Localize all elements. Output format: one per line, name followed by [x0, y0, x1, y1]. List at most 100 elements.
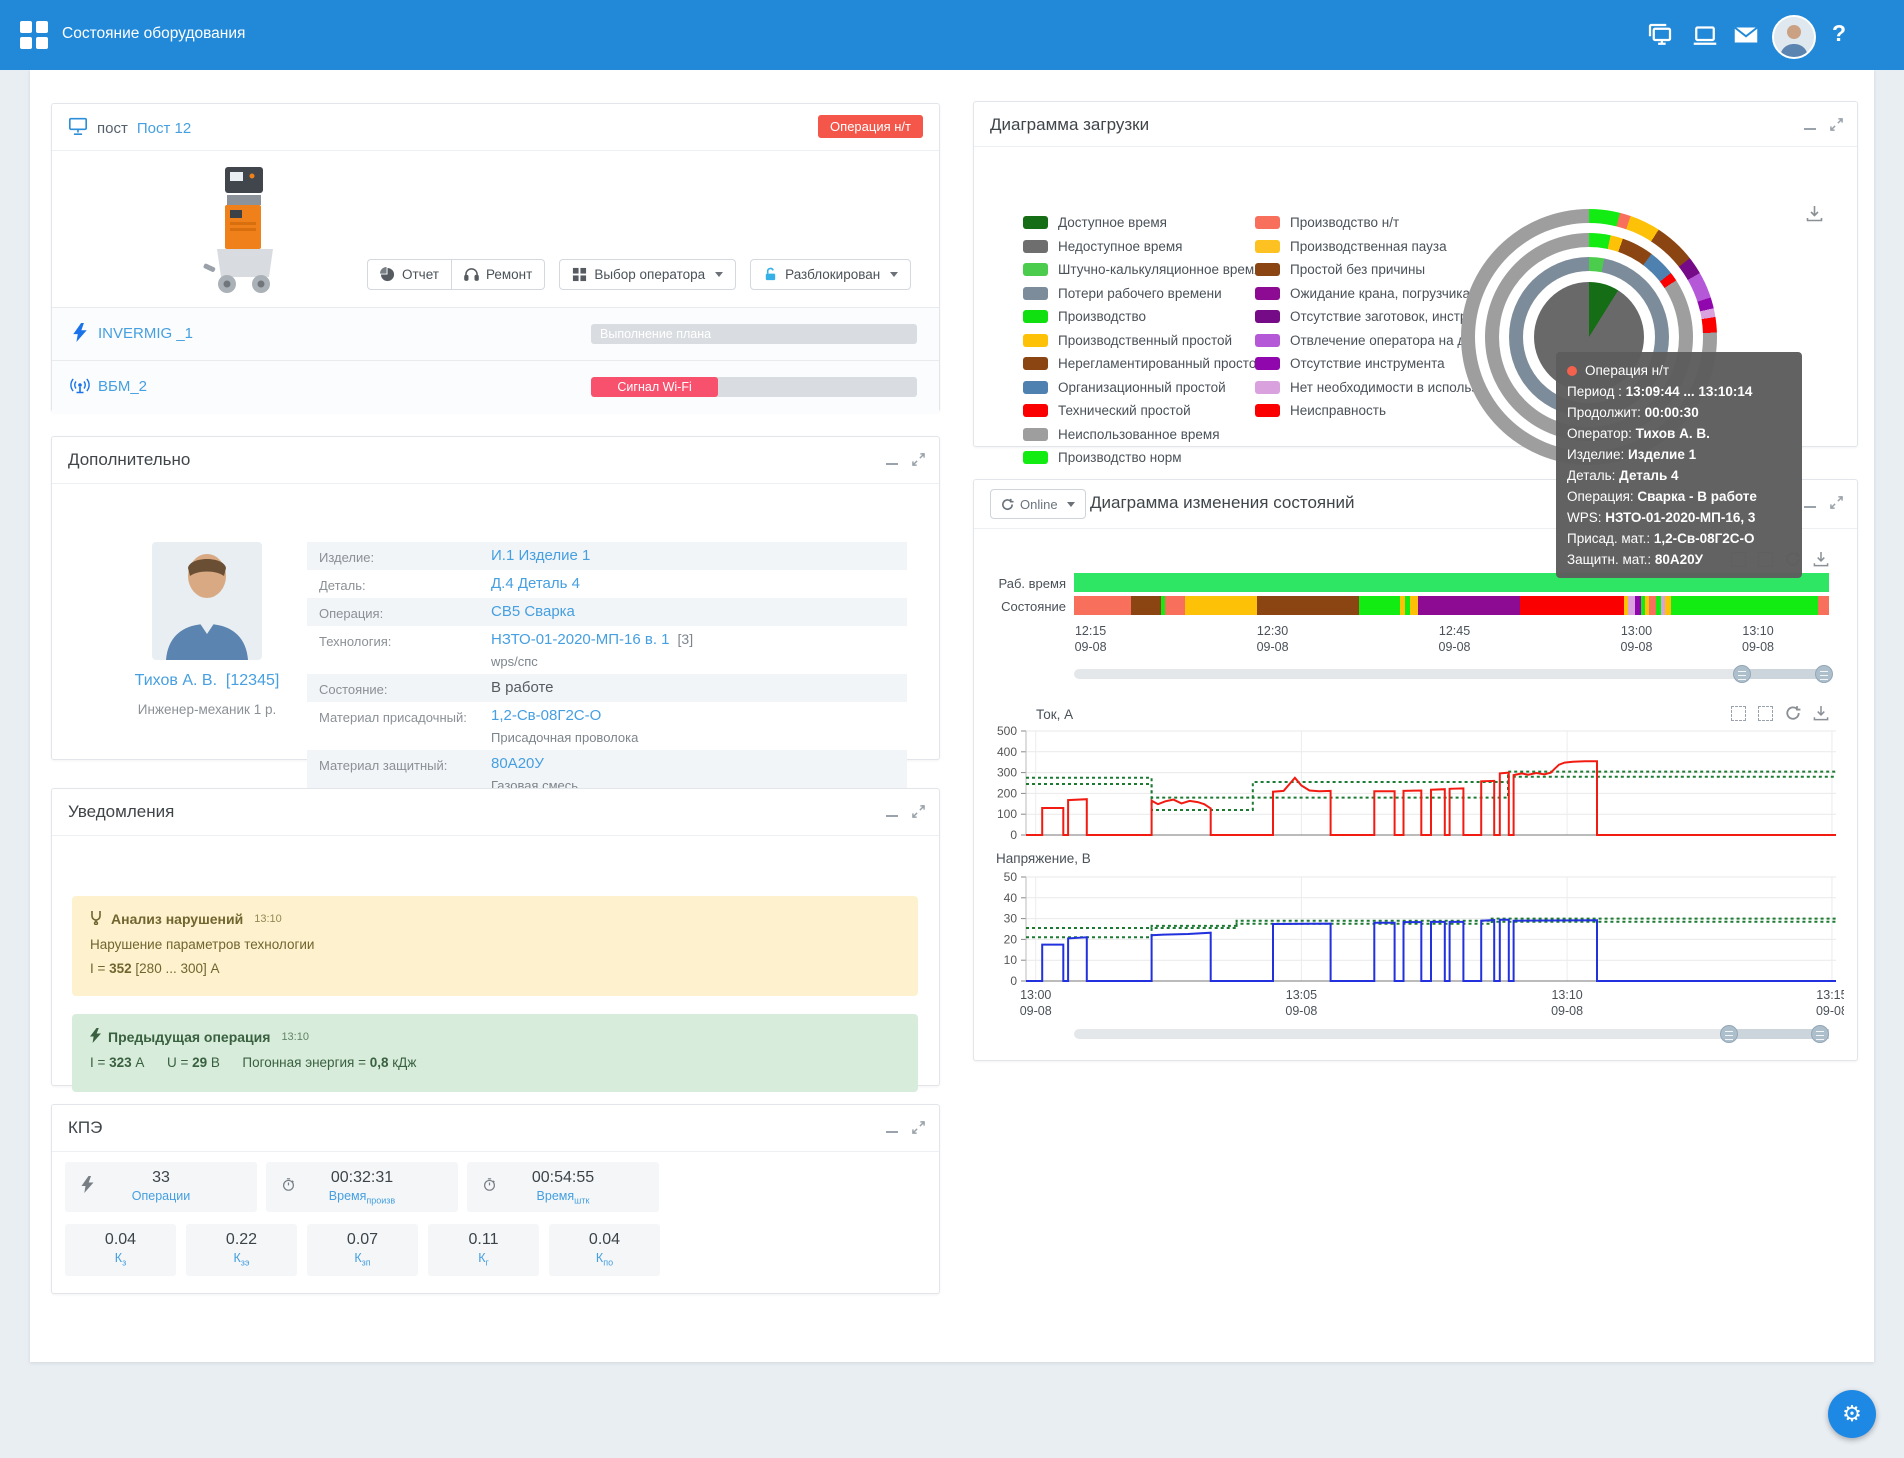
legend-label: Отсутствие заготовок, инструмента [1290, 309, 1512, 325]
kpi-tile[interactable]: 0.04 Кз [65, 1224, 176, 1276]
detail-link[interactable]: 80А20У [491, 755, 544, 772]
button-разблокирован[interactable]: Разблокирован [750, 259, 912, 290]
device-progress-bar: Сигнал Wi-Fi [591, 377, 917, 397]
legend-item: Неиспользованное время [1023, 423, 1264, 447]
kpi-tile[interactable]: 0.07 Кзп [307, 1224, 418, 1276]
legend-item: Производство норм [1023, 446, 1264, 470]
state-segment [1400, 596, 1406, 615]
state-bar[interactable] [1074, 596, 1829, 615]
svg-text:40: 40 [1004, 891, 1018, 905]
svg-text:30: 30 [1004, 912, 1018, 926]
minimize-icon[interactable] [886, 1131, 898, 1133]
expand-icon[interactable] [912, 1119, 925, 1139]
apps-menu-icon[interactable] [20, 21, 48, 49]
detail-value: И.1 Изделие 1 [491, 547, 895, 565]
detail-label: Технология: [319, 634, 392, 649]
kpi-tile[interactable]: 0.04 Кпо [549, 1224, 660, 1276]
legend-item: Штучно-калькуляционное время [1023, 258, 1264, 282]
zoom-select-icon[interactable] [1731, 705, 1746, 721]
mail-icon[interactable] [1731, 20, 1761, 50]
svg-text:13:05: 13:05 [1286, 988, 1317, 1002]
detail-link[interactable]: И.1 Изделие 1 [491, 547, 591, 564]
alert-success[interactable]: Предыдущая операция 13:10 I = 323 А U = … [72, 1014, 918, 1092]
detail-link[interactable]: НЗТО-01-2020-МП-16 в. 1 [491, 631, 670, 648]
detail-link[interactable]: Д.4 Деталь 4 [491, 575, 580, 592]
svg-text:13:15: 13:15 [1816, 988, 1844, 1002]
download-icon[interactable] [1813, 705, 1829, 721]
kpi-value: 33 [152, 1169, 170, 1186]
expand-icon[interactable] [912, 803, 925, 823]
user-avatar[interactable] [1772, 15, 1816, 59]
kpi-label: Операции [131, 1189, 191, 1203]
current-chart[interactable]: 0 100 200 300 400 500 [982, 725, 1844, 843]
button-выбор-оператора[interactable]: Выбор оператора [559, 259, 737, 290]
legend-item: Технический простой [1023, 399, 1264, 423]
displays-icon[interactable] [1645, 20, 1675, 50]
voltage-chart[interactable]: 0 10 20 30 40 50 13:00 09-08 13:05 09-08 13:10 09-0… [982, 871, 1844, 1021]
svg-text:09-08: 09-08 [1551, 1004, 1583, 1018]
refresh-icon[interactable] [1785, 705, 1801, 721]
online-dropdown[interactable]: Online [990, 489, 1086, 519]
kpi-label: Кг [478, 1251, 489, 1268]
device-name-link[interactable]: ВБМ_2 [98, 378, 148, 395]
legend-label: Производственная пауза [1290, 238, 1447, 254]
kpi-value: 0.22 [225, 1231, 258, 1248]
alert-warning[interactable]: Анализ нарушений 13:10 Нарушение парамет… [72, 896, 918, 996]
download-icon[interactable] [1806, 205, 1823, 227]
kpi-card: КПЭ 33 Операции 00:32:31 Времяпроизв 00:54:5… [51, 1104, 940, 1294]
state-segment [1661, 596, 1665, 615]
kpi-tile[interactable]: 33 Операции [65, 1162, 257, 1212]
button-label: Ремонт [485, 267, 533, 282]
state-segment [1418, 596, 1521, 615]
detail-label: Материал защитный: [319, 758, 448, 773]
minimize-icon[interactable] [1804, 128, 1816, 130]
expand-icon[interactable] [912, 451, 925, 471]
minimize-icon[interactable] [886, 463, 898, 465]
alert-title: Предыдущая операция [108, 1029, 271, 1045]
legend-swatch [1023, 333, 1048, 347]
minimize-icon[interactable] [1804, 506, 1816, 508]
legend-swatch [1255, 380, 1280, 394]
operator-name-link[interactable]: Тихов А. В. [12345] [134, 672, 280, 689]
detail-row: Операция: СВ5 Сварка [307, 598, 907, 626]
legend-label: Организационный простой [1058, 379, 1226, 395]
caret-down-icon [890, 272, 899, 277]
button-ремонт[interactable]: Ремонт [450, 259, 546, 290]
kpi-tile[interactable]: 00:32:31 Времяпроизв [266, 1162, 458, 1212]
zoom-out-icon[interactable] [1758, 705, 1773, 721]
post-name-link[interactable]: Пост 12 [136, 120, 192, 137]
expand-icon[interactable] [1830, 116, 1843, 136]
current-chart-title: Ток, А [1036, 707, 1074, 722]
kpi-label: Кзп [354, 1251, 371, 1268]
detail-link[interactable]: СВ5 Сварка [491, 603, 575, 620]
legend-item: Нерегламентированный простой [1023, 352, 1264, 376]
charts-range-slider[interactable] [1074, 1025, 1829, 1043]
kpi-tile[interactable]: 0.22 Кзэ [186, 1224, 297, 1276]
help-icon[interactable]: ? [1832, 20, 1847, 46]
legend-swatch [1255, 404, 1280, 418]
timeline-range-slider[interactable] [1074, 665, 1833, 683]
svg-text:50: 50 [1004, 871, 1018, 884]
button-отчет[interactable]: Отчет [367, 259, 451, 290]
alert-time: 13:10 [254, 913, 282, 925]
legend-item: Производственная пауза [1255, 235, 1526, 259]
post-actions: Отчет Ремонт Выбор оператора Разблокирован [367, 259, 925, 290]
state-segment [1184, 596, 1257, 615]
legend-item: Нет необходимости в использовании [1255, 376, 1526, 400]
legend-item: Неисправность [1255, 399, 1526, 423]
settings-fab[interactable]: ⚙ [1828, 1390, 1876, 1438]
device-row: ВБМ_2 Сигнал Wi-Fi [52, 360, 939, 414]
minimize-icon[interactable] [886, 815, 898, 817]
legend-swatch [1023, 451, 1048, 465]
laptop-icon[interactable] [1690, 20, 1720, 50]
state-segment [1817, 596, 1829, 615]
detail-row: Технология: НЗТО-01-2020-МП-16 в. 1 [3] wps… [307, 626, 907, 674]
kpi-tile[interactable]: 00:54:55 Времяштк [467, 1162, 659, 1212]
kpi-tile[interactable]: 0.11 Кг [428, 1224, 539, 1276]
download-icon[interactable] [1813, 551, 1829, 567]
expand-icon[interactable] [1830, 494, 1843, 514]
load-title: Диаграмма загрузки [990, 115, 1150, 134]
svg-text:100: 100 [997, 807, 1017, 821]
device-name-link[interactable]: INVERMIG _1 [98, 325, 194, 342]
detail-link[interactable]: 1,2-Св-08Г2С-О [491, 707, 602, 724]
